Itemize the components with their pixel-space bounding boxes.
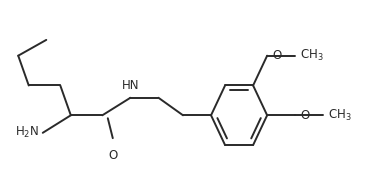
Text: H$_2$N: H$_2$N [15,125,39,140]
Text: HN: HN [122,79,139,93]
Text: CH$_3$: CH$_3$ [329,108,352,123]
Text: O: O [300,109,310,122]
Text: O: O [108,149,117,162]
Text: O: O [272,49,282,62]
Text: CH$_3$: CH$_3$ [300,48,324,63]
